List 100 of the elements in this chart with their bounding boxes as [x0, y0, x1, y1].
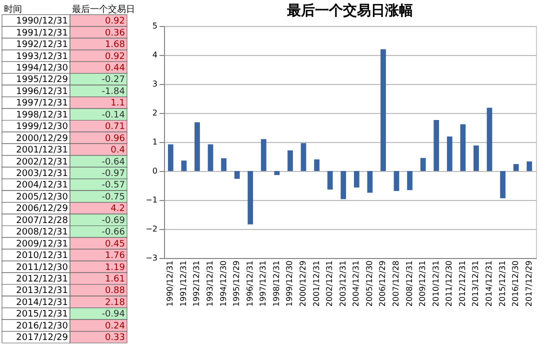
x-tick-label: 2009/12/31: [418, 260, 428, 307]
x-tick-label: 1994/12/30: [218, 260, 228, 307]
data-label: 1.19: [104, 262, 126, 273]
y-tick-label: 2004/12/31: [16, 180, 68, 191]
y-tick-label: 2017/12/29: [16, 333, 68, 344]
bar: [434, 120, 440, 171]
x-tick-label: 2003/12/31: [338, 260, 348, 307]
data-label: 0.88: [104, 286, 126, 296]
y-tick-label: 5: [152, 22, 158, 30]
data-label: -0.66: [102, 228, 126, 238]
x-tick-label: 2011/12/30: [444, 260, 454, 307]
x-tick-label: 2007/12/28: [392, 260, 400, 307]
bar: [420, 158, 426, 171]
data-label: 0.44: [104, 63, 126, 74]
y-tick-label: 2008/12/31: [16, 228, 68, 238]
bar: [208, 144, 214, 171]
x-tick-label: 2012/12/31: [458, 260, 467, 307]
y-tick-label: 2000/12/29: [16, 134, 68, 144]
bar: [221, 158, 226, 171]
x-tick-label: 2006/12/29: [378, 260, 388, 307]
data-label: 0.33: [104, 333, 125, 344]
bar: [288, 150, 293, 171]
x-tick-label: 2016/12/30: [511, 260, 520, 307]
bar: [168, 144, 174, 171]
data-label: -0.14: [102, 110, 126, 120]
y-tick-label: 1996/12/31: [16, 86, 68, 97]
bar: [407, 171, 412, 190]
data-label: 1.1: [110, 98, 125, 109]
bar: [194, 122, 200, 171]
data-label: -0.57: [102, 180, 125, 191]
y-tick-label: 1992/12/31: [16, 40, 68, 50]
bar: [340, 171, 346, 200]
y-tick-label: 2015/12/31: [16, 310, 68, 320]
bar: [526, 161, 532, 171]
bar: [274, 171, 280, 176]
y-tick-label: 2009/12/31: [16, 239, 68, 250]
x-tick-label: 最后一个交易日: [72, 4, 135, 15]
bar: [327, 171, 333, 190]
x-tick-label: 1993/12/31: [206, 260, 214, 307]
bar: [181, 160, 187, 171]
y-tick-label: 4: [152, 50, 158, 60]
y-tick-label: 1990/12/31: [16, 16, 68, 27]
x-tick-label: 2000/12/29: [298, 260, 308, 307]
y-tick-label: 1997/12/31: [16, 98, 68, 109]
x-tick-label: 2017/12/29: [524, 260, 534, 307]
y-tick-label: 2007/12/28: [16, 216, 68, 226]
data-label: -0.27: [102, 75, 125, 86]
bar: [486, 108, 492, 171]
x-tick-label: 1996/12/31: [245, 260, 254, 307]
data-label: -0.69: [102, 216, 126, 226]
y-axis-title: 时间: [4, 4, 22, 15]
data-label: 1.61: [104, 274, 125, 285]
data-label: 0.96: [104, 134, 126, 144]
y-tick-label: 1993/12/31: [16, 52, 68, 62]
y-tick-label: 1999/12/30: [16, 122, 68, 132]
x-tick-label: 1992/12/31: [192, 260, 202, 307]
y-tick-label: 1991/12/31: [16, 28, 68, 38]
x-tick-label: 1995/12/29: [232, 260, 242, 307]
y-tick-label: 2: [152, 108, 158, 118]
data-label: -1.84: [102, 86, 126, 97]
y-tick-label: 1994/12/30: [16, 63, 68, 74]
y-tick-label: 2016/12/30: [16, 321, 68, 332]
bar: [248, 171, 254, 224]
y-tick-label: −3: [146, 254, 158, 262]
data-label: 0.92: [104, 16, 125, 27]
bar: [367, 171, 373, 193]
x-tick-label: 1999/12/30: [285, 260, 294, 307]
y-tick-label: 2013/12/31: [16, 286, 68, 296]
data-label: 0.24: [104, 321, 126, 332]
x-tick-label: 2005/12/30: [364, 260, 374, 307]
x-tick-label: 2004/12/31: [352, 260, 361, 307]
bar: [260, 139, 266, 171]
y-tick-label: −2: [146, 224, 158, 234]
x-tick-label: 2015/12/31: [498, 260, 507, 307]
bar: [513, 164, 519, 171]
y-tick-label: 2010/12/31: [16, 251, 68, 262]
bar: [394, 171, 400, 192]
y-tick-label: 1: [152, 138, 158, 146]
data-label: 1.76: [104, 251, 126, 262]
x-tick-label: 1997/12/31: [258, 260, 268, 307]
y-tick-label: 2006/12/29: [16, 204, 68, 214]
y-tick-label: 2001/12/31: [16, 146, 68, 156]
bar: [354, 171, 360, 188]
data-label: 1.68: [104, 40, 126, 50]
x-tick-label: 2008/12/31: [404, 260, 414, 307]
data-label: 2.18: [104, 298, 126, 308]
y-tick-label: 1998/12/31: [16, 110, 68, 120]
y-tick-label: 2003/12/31: [16, 169, 68, 179]
y-tick-label: 2005/12/30: [16, 192, 68, 202]
y-tick-label: 3: [152, 80, 158, 88]
bar: [500, 171, 506, 198]
x-tick-label: 1998/12/31: [272, 260, 281, 307]
bar: [446, 136, 452, 171]
y-tick-label: −1: [146, 196, 158, 204]
x-tick-label: 2001/12/31: [312, 260, 321, 307]
data-label: -0.97: [102, 169, 125, 179]
bar: [234, 171, 240, 179]
data-label: -0.64: [102, 157, 126, 168]
bar: [314, 159, 320, 171]
data-label: 0.92: [104, 52, 125, 62]
